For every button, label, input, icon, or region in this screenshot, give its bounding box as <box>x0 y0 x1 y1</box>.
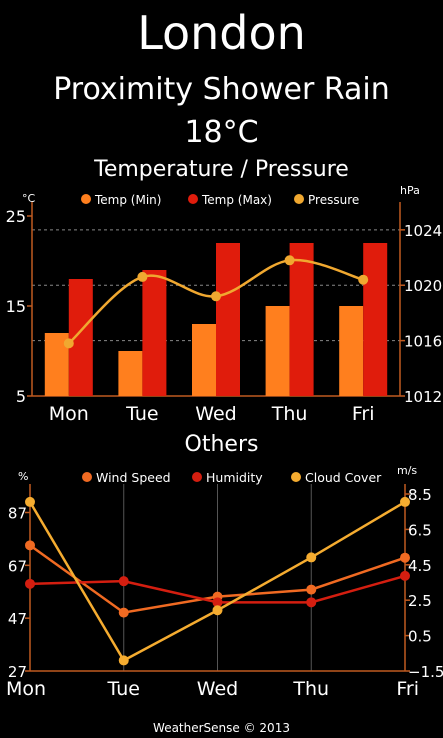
x-tick-label: Wed <box>197 678 238 700</box>
y-tick-label: 87 <box>8 504 27 522</box>
bar-temp-max <box>289 243 314 396</box>
y2-tick-label: 6.5 <box>408 521 432 539</box>
humidity-point <box>212 597 223 608</box>
y2-tick-label: 4.5 <box>408 557 432 575</box>
y2-tick-label: 1020 <box>404 277 442 295</box>
pressure-point <box>137 271 148 282</box>
y-tick-label: 47 <box>8 610 27 628</box>
wind-speed-point <box>306 584 317 595</box>
bar-temp-max <box>142 270 167 396</box>
y2-unit-label: m/s <box>397 464 417 477</box>
bar-temp-min <box>118 351 143 396</box>
legend-label: Pressure <box>308 193 359 207</box>
x-tick-label: Wed <box>195 403 236 425</box>
bar-temp-max <box>216 243 240 396</box>
bar-temp-min <box>192 324 216 396</box>
pressure-point <box>358 274 369 285</box>
y2-tick-label: 0.5 <box>408 628 432 646</box>
y2-tick-label: 8.5 <box>408 486 432 504</box>
legend-label: Temp (Max) <box>201 193 272 207</box>
y2-unit-label: hPa <box>400 184 420 197</box>
legend-dot <box>82 472 92 482</box>
legend-dot <box>291 472 301 482</box>
humidity-point <box>25 578 35 589</box>
x-tick-label: Mon <box>6 678 46 700</box>
cloud-cover-point <box>118 655 129 666</box>
humidity-point <box>118 576 129 587</box>
cloud-cover-point <box>25 496 35 507</box>
legend-label: Temp (Min) <box>94 193 161 207</box>
city-title: London <box>137 6 306 60</box>
y-tick-label: 5 <box>16 387 26 406</box>
cloud-cover-point <box>400 496 410 507</box>
footer-credit: WeatherSense © 2013 <box>153 721 290 735</box>
y-tick-label: 25 <box>6 207 26 226</box>
y2-tick-label: 1012 <box>404 388 442 406</box>
legend-label: Humidity <box>206 470 263 485</box>
x-tick-label: Thu <box>271 403 308 425</box>
x-tick-label: Tue <box>107 678 140 700</box>
y2-tick-label: −1.5 <box>408 663 443 681</box>
x-tick-label: Fri <box>396 678 419 700</box>
cloud-cover-point <box>212 605 223 616</box>
legend-dot <box>81 194 91 204</box>
others-section-title: Others <box>184 432 259 457</box>
wind-speed-point <box>400 552 410 563</box>
wind-speed-point <box>118 607 129 618</box>
bar-temp-min <box>339 306 364 396</box>
bar-temp-max <box>363 243 388 396</box>
y-tick-label: 15 <box>6 297 26 316</box>
y2-tick-label: 1024 <box>404 222 442 240</box>
pressure-point <box>284 255 295 266</box>
legend-label: Cloud Cover <box>305 470 382 485</box>
legend-dot <box>192 472 202 482</box>
wind-speed-point <box>25 540 35 551</box>
y-tick-label: 67 <box>8 557 27 575</box>
legend-dot <box>294 194 304 204</box>
current-temperature: 18°C <box>184 115 259 150</box>
cloud-cover-point <box>306 552 317 563</box>
x-tick-label: Thu <box>292 678 329 700</box>
pressure-point <box>63 338 74 349</box>
temp-pressure-section-title: Temperature / Pressure <box>94 157 349 182</box>
y-tick-label: 27 <box>8 663 27 681</box>
bar-temp-min <box>265 306 290 396</box>
y-unit-label: % <box>18 470 28 483</box>
x-tick-label: Fri <box>352 403 375 425</box>
legend-dot <box>188 194 198 204</box>
x-tick-label: Mon <box>49 403 89 425</box>
humidity-point <box>400 570 410 581</box>
y2-tick-label: 1016 <box>404 333 442 351</box>
y2-tick-label: 2.5 <box>408 592 432 610</box>
y-unit-label: °C <box>22 192 36 205</box>
weather-condition: Proximity Shower Rain <box>53 72 390 107</box>
x-tick-label: Tue <box>125 403 158 425</box>
legend-label: Wind Speed <box>96 470 171 485</box>
bar-temp-max <box>68 279 93 396</box>
pressure-point <box>211 291 221 302</box>
humidity-point <box>306 597 317 608</box>
